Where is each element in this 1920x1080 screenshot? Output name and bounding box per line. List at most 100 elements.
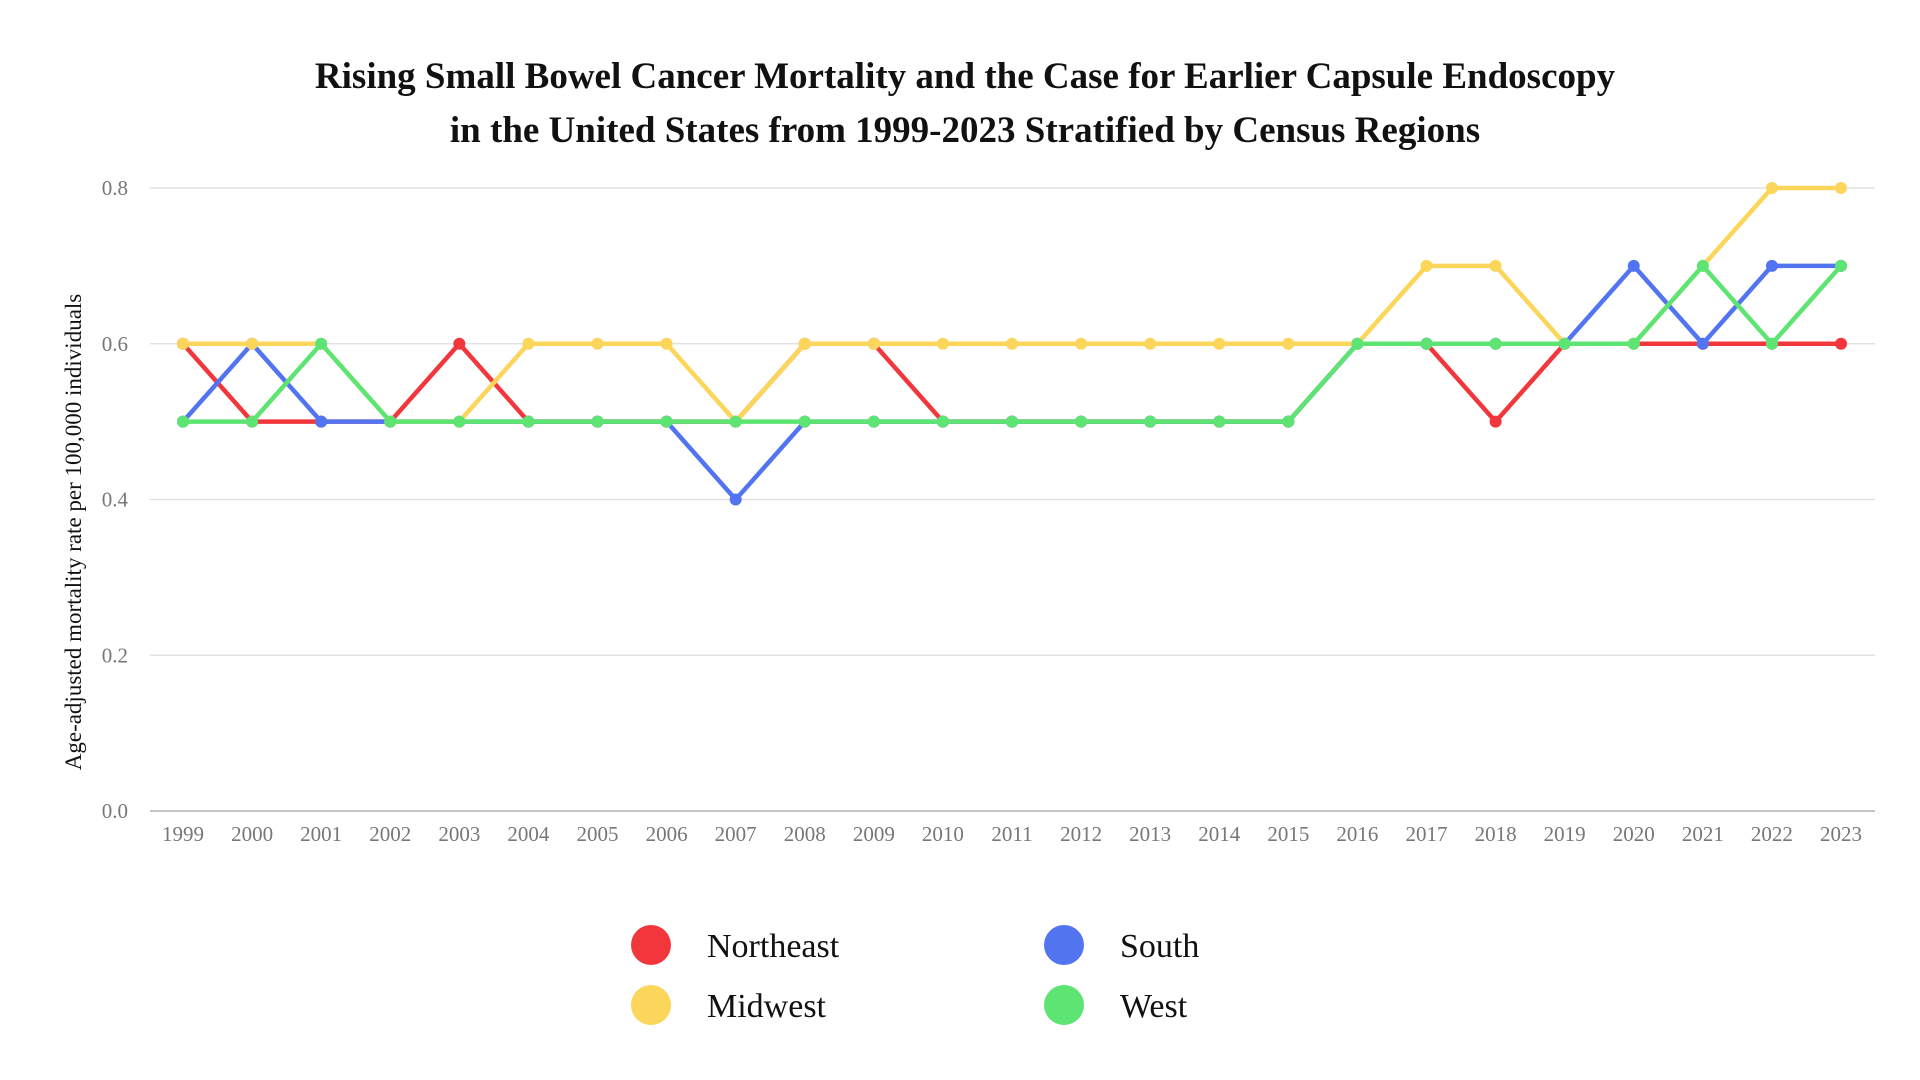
data-point-west [177,415,189,428]
data-point-west [384,415,397,428]
data-point-midwest [1144,337,1157,350]
data-point-west [1696,259,1709,272]
data-point-south [729,493,742,506]
y-tick-layer: 0.0 0.2 0.4 0.6 0.8 [102,176,129,823]
x-tick-label: 1999 [162,822,204,846]
data-point-south [1627,259,1640,272]
x-tick-label: 2017 [1406,822,1448,846]
series-line-south [180,263,1844,502]
data-point-west [729,415,742,428]
x-tick-label: 2012 [1060,822,1102,846]
chart-title-line-2: in the United States from 1999-2023 Stra… [450,110,1480,151]
data-point-west [1765,337,1778,350]
x-tick-label: 2007 [715,822,757,846]
data-point-midwest [522,337,535,350]
legend: Northeast South Midwest West [631,925,1199,1025]
x-tick-label: 2015 [1267,822,1309,846]
x-tick-label: 2021 [1682,822,1724,846]
data-point-midwest [1075,337,1088,350]
y-tick-label: 0.4 [102,488,129,512]
x-tick-label: 2001 [300,822,342,846]
x-tick-label: 2009 [853,822,895,846]
x-tick-label: 2020 [1613,822,1655,846]
grid-layer [150,187,1875,812]
chart-title-line-1: Rising Small Bowel Cancer Mortality and … [315,56,1616,97]
data-point-west [1351,337,1364,350]
x-tick-label: 2016 [1336,822,1378,846]
data-point-midwest [1006,337,1018,350]
x-tick-label: 2010 [922,822,964,846]
data-point-midwest [867,337,880,350]
y-tick-label: 0.8 [102,176,128,200]
data-point-midwest [177,337,189,350]
x-tick-label: 2008 [784,822,826,846]
data-point-midwest [1420,259,1433,272]
data-point-west [453,415,466,428]
legend-label-west: West [1120,988,1188,1025]
legend-label-northeast: Northeast [707,928,840,965]
x-tick-label: 2019 [1544,822,1586,846]
x-tick-label: 2011 [991,822,1032,846]
data-point-west [246,415,259,428]
legend-item-northeast: Northeast [631,925,840,965]
x-tick-label: 2018 [1475,822,1517,846]
data-point-midwest [1765,182,1778,194]
data-point-west [1420,337,1433,350]
data-point-west [591,415,604,428]
series-line-midwest [180,185,1844,424]
x-tick-label: 2023 [1820,822,1862,846]
series-layer [177,182,1847,506]
data-point-west [1282,415,1295,428]
legend-item-south: South [1044,925,1199,965]
series-west [177,259,1847,428]
data-point-northeast [1835,337,1847,350]
data-point-west [1627,337,1640,350]
y-tick-label: 0.2 [102,643,128,667]
y-axis-label: Age-adjusted mortality rate per 100,000 … [61,294,86,771]
data-point-west [1213,415,1226,428]
x-tick-label: 2013 [1129,822,1171,846]
data-point-west [867,415,880,428]
legend-marker-south [1044,925,1084,965]
data-point-midwest [1489,259,1502,272]
data-point-west [1075,415,1088,428]
x-tick-label: 2003 [438,822,480,846]
data-point-south [1696,337,1709,350]
legend-item-west: West [1044,985,1188,1025]
x-tick-label: 2006 [646,822,688,846]
data-point-west [1489,337,1502,350]
series-line-northeast [180,341,1844,424]
data-point-midwest [660,337,673,350]
x-tick-label: 2002 [369,822,411,846]
data-point-west [936,415,949,428]
x-tick-label: 2005 [577,822,619,846]
series-northeast [177,337,1847,428]
data-point-midwest [246,337,259,350]
data-point-west [315,337,328,350]
data-point-midwest [798,337,811,350]
data-point-west [1144,415,1157,428]
x-tick-label: 2004 [507,822,550,846]
data-point-south [1765,259,1778,272]
data-point-midwest [1213,337,1226,350]
data-point-west [660,415,673,428]
data-point-midwest [591,337,604,350]
data-point-west [1835,259,1847,272]
y-tick-label: 0.6 [102,332,128,356]
legend-marker-midwest [631,985,671,1025]
legend-marker-northeast [631,925,671,965]
legend-item-midwest: Midwest [631,985,827,1025]
legend-label-midwest: Midwest [707,988,827,1025]
data-point-west [1006,415,1018,428]
data-point-midwest [1835,182,1847,194]
x-tick-label: 2014 [1198,822,1241,846]
data-point-west [522,415,535,428]
data-point-northeast [1489,415,1502,428]
legend-label-south: South [1120,928,1199,965]
data-point-west [798,415,811,428]
x-tick-layer: 1999 2000 2001 2002 2003 2004 2005 2006 2007 2008… [162,822,1862,846]
y-tick-label: 0.0 [102,799,128,823]
data-point-south [315,415,328,428]
x-tick-label: 2000 [231,822,273,846]
